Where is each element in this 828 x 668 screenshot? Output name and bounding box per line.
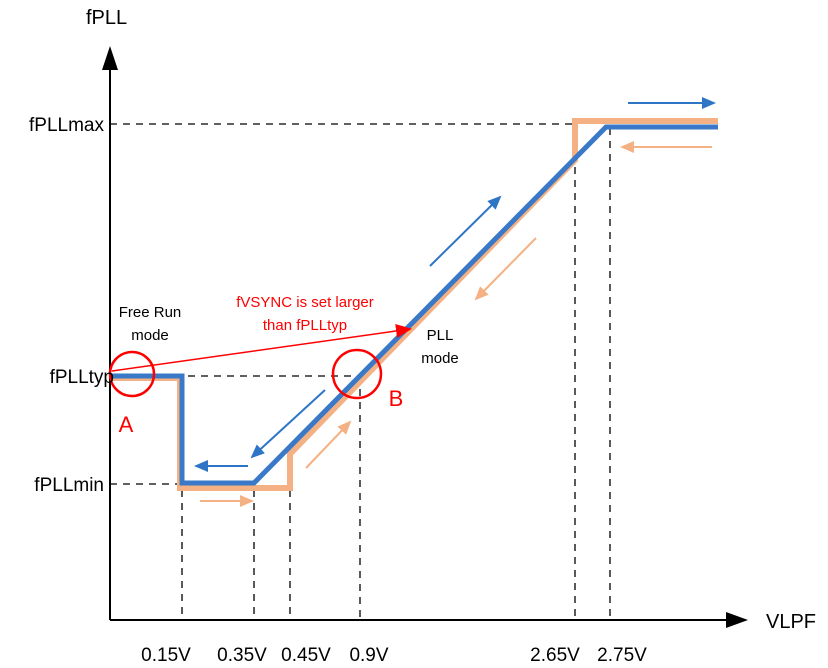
pll-mode-label-line2: mode	[421, 350, 459, 367]
y-tick-fpllmin: fPLLmin	[34, 475, 104, 496]
x-axis-title: VLPF	[766, 611, 816, 633]
circle-b	[331, 348, 383, 400]
point-b-label: B	[389, 386, 404, 411]
y-axis-arrowhead	[102, 46, 118, 70]
x-tick-045v: 0.45V	[281, 645, 331, 666]
free-run-label-line2: mode	[131, 327, 169, 344]
blue-curve	[110, 124, 718, 486]
point-a-label: A	[119, 412, 134, 437]
red-arrow-fvsync	[111, 324, 412, 372]
y-tick-fplltyp: fPLLtyp	[50, 367, 114, 388]
fvsync-label-line1: fVSYNC is set larger	[236, 294, 374, 311]
x-tick-265v: 2.65V	[530, 645, 580, 666]
pll-mode-label-line1: PLL	[427, 327, 454, 344]
orange-curve	[110, 118, 718, 491]
x-tick-09v: 0.9V	[349, 645, 388, 666]
free-run-label-line1: Free Run	[119, 304, 182, 321]
fvsync-label-line2: than fPLLtyp	[263, 317, 347, 334]
circle-a	[108, 350, 156, 398]
y-tick-fpllmax: fPLLmax	[29, 115, 104, 136]
orange-arrow-diag-up	[305, 420, 352, 469]
blue-arrow-diag-down	[250, 389, 326, 459]
x-tick-035v: 0.35V	[217, 645, 267, 666]
blue-arrow-diag-up	[429, 195, 502, 267]
orange-arrow-diag-down	[474, 237, 537, 301]
y-axis-title: fPLL	[86, 7, 127, 29]
x-axis-arrowhead	[726, 612, 748, 628]
x-tick-015v: 0.15V	[141, 645, 191, 666]
x-tick-275v: 2.75V	[597, 645, 647, 666]
